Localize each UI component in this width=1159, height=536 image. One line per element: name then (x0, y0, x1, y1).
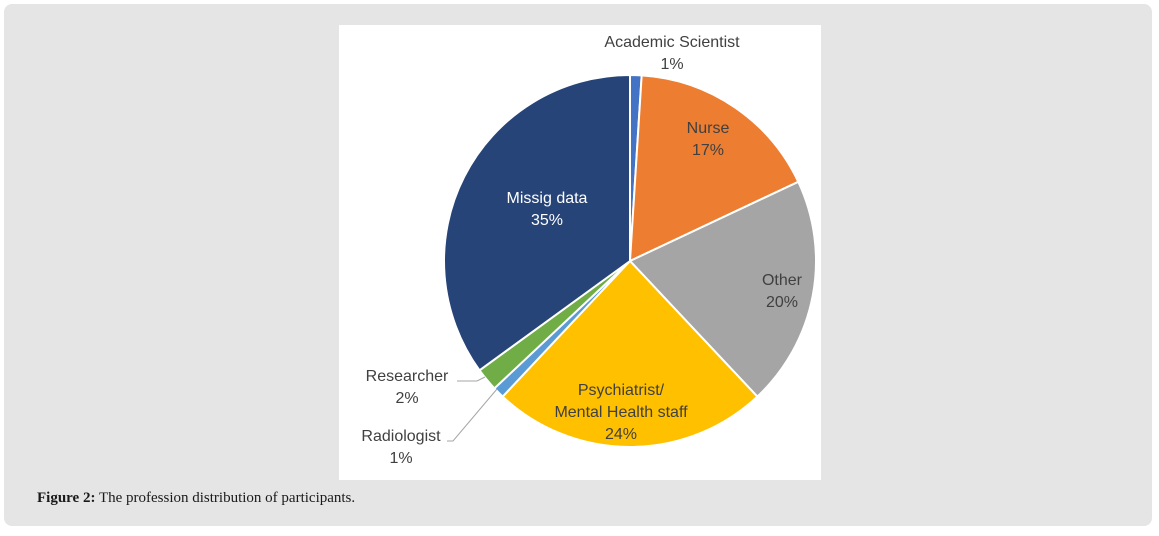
pie-slice-psychiatrist-mental-health-staff (501, 259, 759, 448)
slice-label-group-missig-data: Missig data 35% (507, 190, 588, 229)
slice-label-group-nurse: Nurse 17% (687, 120, 730, 159)
slice-label-academic-scientist: Academic Scientist (604, 34, 740, 51)
slice-percent-other: 20% (766, 294, 798, 311)
slice-label-group-other: Other 20% (762, 272, 803, 311)
pie-slice-nurse (628, 74, 800, 263)
slice-percent-academic-scientist: 1% (660, 56, 683, 73)
slice-label-missig-data: Missig data (507, 190, 588, 207)
pie-chart-panel: Academic Scientist 1% Nurse 17% Other 20% Psyc… (339, 25, 821, 480)
leader-line-researcher (457, 376, 486, 382)
slice-label-psychiatrist-mental-health-staff-line-1: Psychiatrist/ (578, 382, 665, 399)
slice-percent-psychiatrist-mental-health-staff: 24% (605, 426, 637, 443)
slice-label-group-academic-scientist: Academic Scientist 1% (604, 34, 740, 73)
leader-line-radiologist (447, 388, 498, 442)
figure-caption-label: Figure 2: (37, 490, 96, 506)
slice-percent-missig-data: 35% (531, 212, 563, 229)
slice-label-researcher: Researcher (366, 368, 449, 385)
slice-label-group-radiologist: Radiologist 1% (361, 428, 441, 467)
figure-caption: Figure 2: The profession distribution of… (37, 490, 355, 507)
slice-percent-radiologist: 1% (389, 450, 412, 467)
pie-slice-other (628, 180, 817, 399)
slice-label-psychiatrist-mental-health-staff-line-2: Mental Health staff (554, 404, 688, 421)
slice-label-nurse: Nurse (687, 120, 730, 137)
figure-caption-text: The profession distribution of participa… (95, 490, 356, 506)
pie-slice-missig-data (443, 73, 631, 372)
slice-percent-nurse: 17% (692, 142, 724, 159)
slice-label-group-psychiatrist-mental-health-staff: Psychiatrist/Mental Health staff 24% (554, 382, 688, 443)
slice-label-group-researcher: Researcher 2% (366, 368, 449, 407)
figure-container: Academic Scientist 1% Nurse 17% Other 20% Psyc… (4, 4, 1152, 526)
slice-percent-researcher: 2% (395, 390, 418, 407)
slice-label-radiologist: Radiologist (361, 428, 441, 445)
slice-label-other: Other (762, 272, 803, 289)
pie-chart: Academic Scientist 1% Nurse 17% Other 20% Psyc… (361, 34, 817, 467)
